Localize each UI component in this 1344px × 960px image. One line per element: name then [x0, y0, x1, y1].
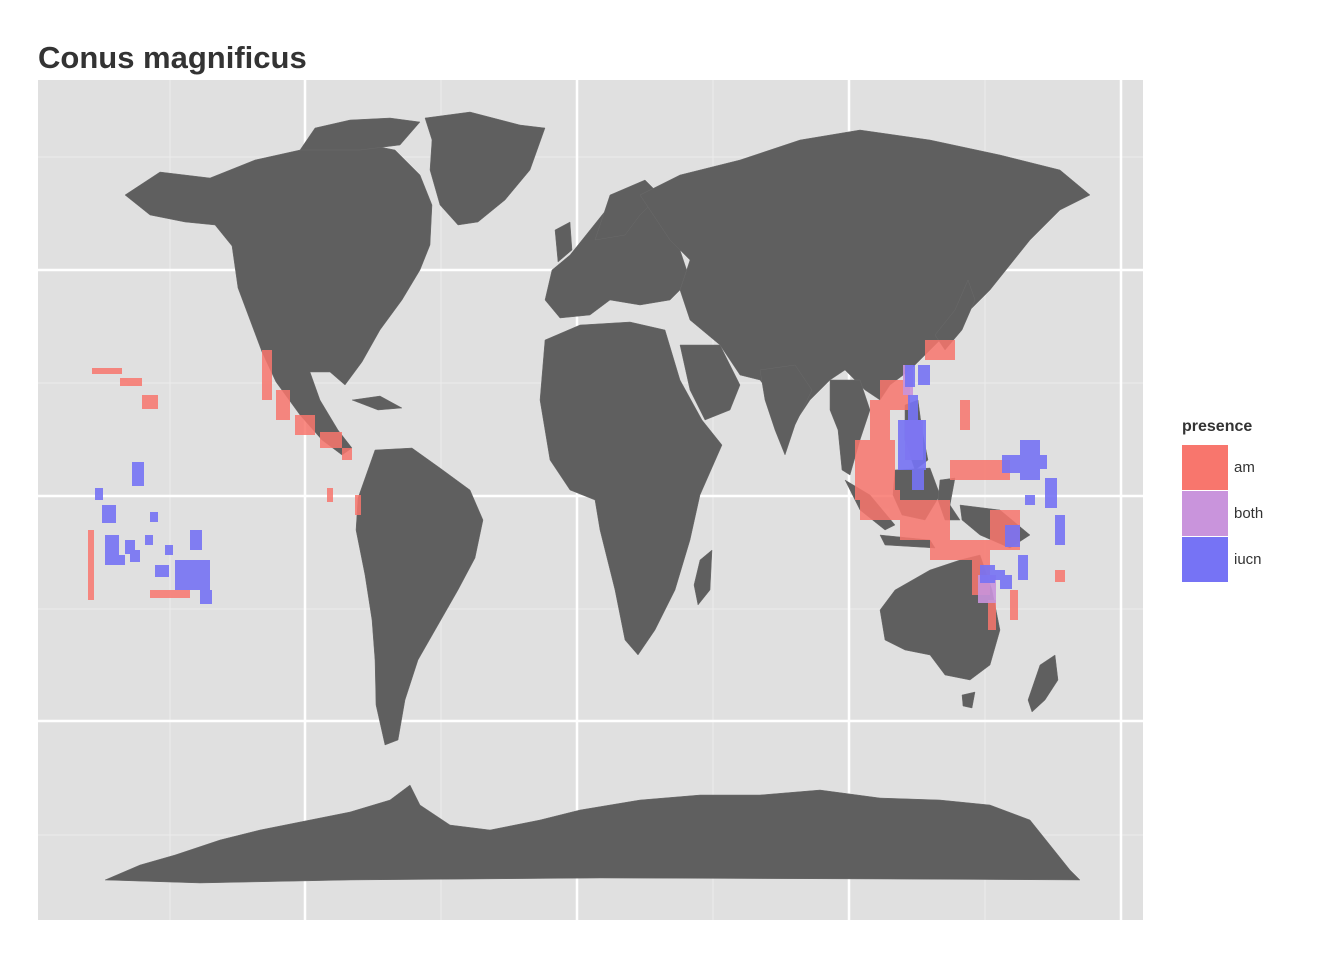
- legend-title: presence: [1182, 418, 1253, 435]
- new-zealand: [1027, 654, 1059, 713]
- land: [104, 111, 1091, 884]
- legend-label: iucn: [1234, 550, 1262, 568]
- madagascar: [693, 549, 713, 606]
- se-asia-peninsula: [829, 379, 871, 476]
- legend-item-am: am: [1182, 444, 1263, 490]
- uk: [554, 221, 573, 263]
- map-title: Conus magnificus: [38, 40, 307, 75]
- presence-am: [88, 340, 1065, 630]
- legend-key-iucn: [1182, 536, 1228, 582]
- caribbean: [351, 395, 403, 411]
- legend-label: am: [1234, 458, 1255, 476]
- legend: presence am both iucn: [1182, 418, 1263, 582]
- presence-iucn: [95, 365, 1065, 604]
- legend-key-am: [1182, 444, 1228, 490]
- south-america: [355, 447, 484, 746]
- legend-item-iucn: iucn: [1182, 536, 1263, 582]
- india: [759, 364, 813, 456]
- arctic-islands: [299, 117, 421, 151]
- legend-item-both: both: [1182, 490, 1263, 536]
- africa: [539, 321, 723, 656]
- greenland: [424, 111, 546, 226]
- tasmania: [961, 691, 976, 709]
- legend-label: both: [1234, 504, 1264, 522]
- legend-key-both: [1182, 490, 1228, 536]
- antarctica: [104, 784, 1081, 884]
